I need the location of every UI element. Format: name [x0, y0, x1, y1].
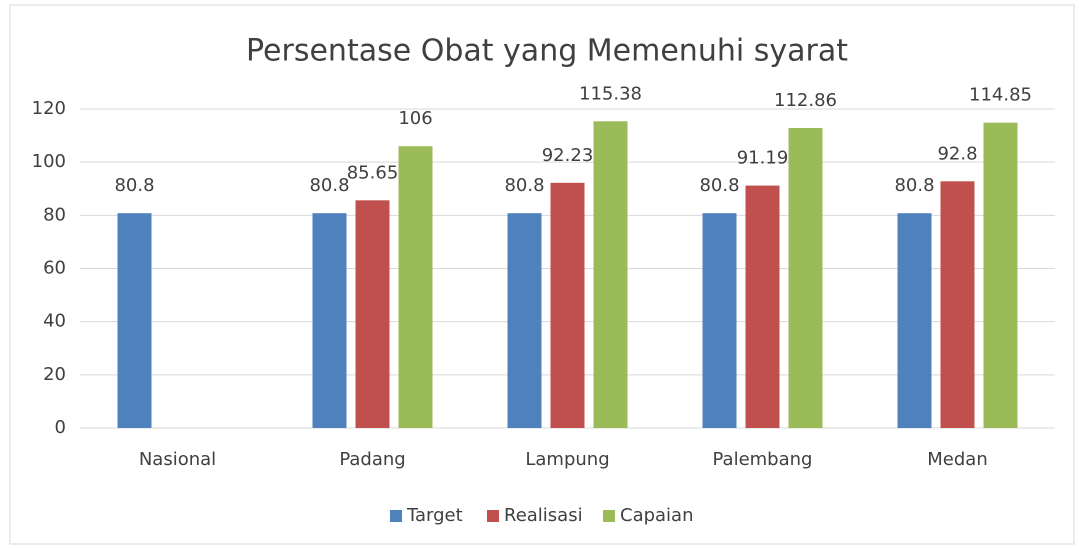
- bar: [745, 185, 780, 428]
- bar: [312, 213, 347, 428]
- data-label: 85.65: [347, 162, 399, 183]
- legend-swatch: [390, 510, 402, 522]
- y-tick-label: 20: [43, 364, 66, 385]
- y-tick-label: 60: [43, 258, 66, 279]
- y-tick-label: 0: [55, 417, 66, 438]
- y-tick-label: 100: [32, 151, 66, 172]
- bar: [355, 200, 390, 428]
- legend-label: Realisasi: [504, 505, 583, 526]
- x-tick-label: Padang: [339, 449, 405, 470]
- chart-border: [9, 4, 1075, 545]
- chart-title: Persentase Obat yang Memenuhi syarat: [246, 34, 848, 69]
- data-label: 80.8: [699, 175, 739, 196]
- y-tick-label: 80: [43, 204, 66, 225]
- legend-swatch: [487, 510, 499, 522]
- legend-label: Target: [406, 505, 463, 526]
- y-tick-label: 40: [43, 311, 66, 332]
- x-tick-label: Lampung: [525, 449, 609, 470]
- data-label: 114.85: [969, 85, 1032, 106]
- data-label: 92.8: [937, 143, 977, 164]
- bar: [897, 213, 932, 428]
- legend-label: Capaian: [620, 505, 694, 526]
- data-label: 112.86: [774, 90, 837, 111]
- legend-swatch: [603, 510, 615, 522]
- y-tick-label: 120: [32, 98, 66, 119]
- data-label: 115.38: [579, 83, 642, 104]
- x-tick-label: Palembang: [713, 449, 813, 470]
- data-label: 80.8: [114, 175, 154, 196]
- bar: [593, 121, 628, 429]
- bar: [702, 213, 737, 428]
- x-tick-label: Medan: [927, 449, 987, 470]
- x-tick-label: Nasional: [139, 449, 216, 470]
- bar: [507, 213, 542, 428]
- data-label: 80.8: [894, 175, 934, 196]
- bar: [550, 182, 585, 428]
- bar: [398, 146, 433, 428]
- data-label: 80.8: [309, 175, 349, 196]
- bar: [983, 122, 1018, 428]
- data-label: 91.19: [737, 148, 789, 169]
- bar: [788, 127, 823, 428]
- data-label: 106: [398, 108, 432, 129]
- bar: [117, 213, 152, 428]
- data-label: 92.23: [542, 145, 594, 166]
- data-label: 80.8: [504, 175, 544, 196]
- bar: [940, 181, 975, 428]
